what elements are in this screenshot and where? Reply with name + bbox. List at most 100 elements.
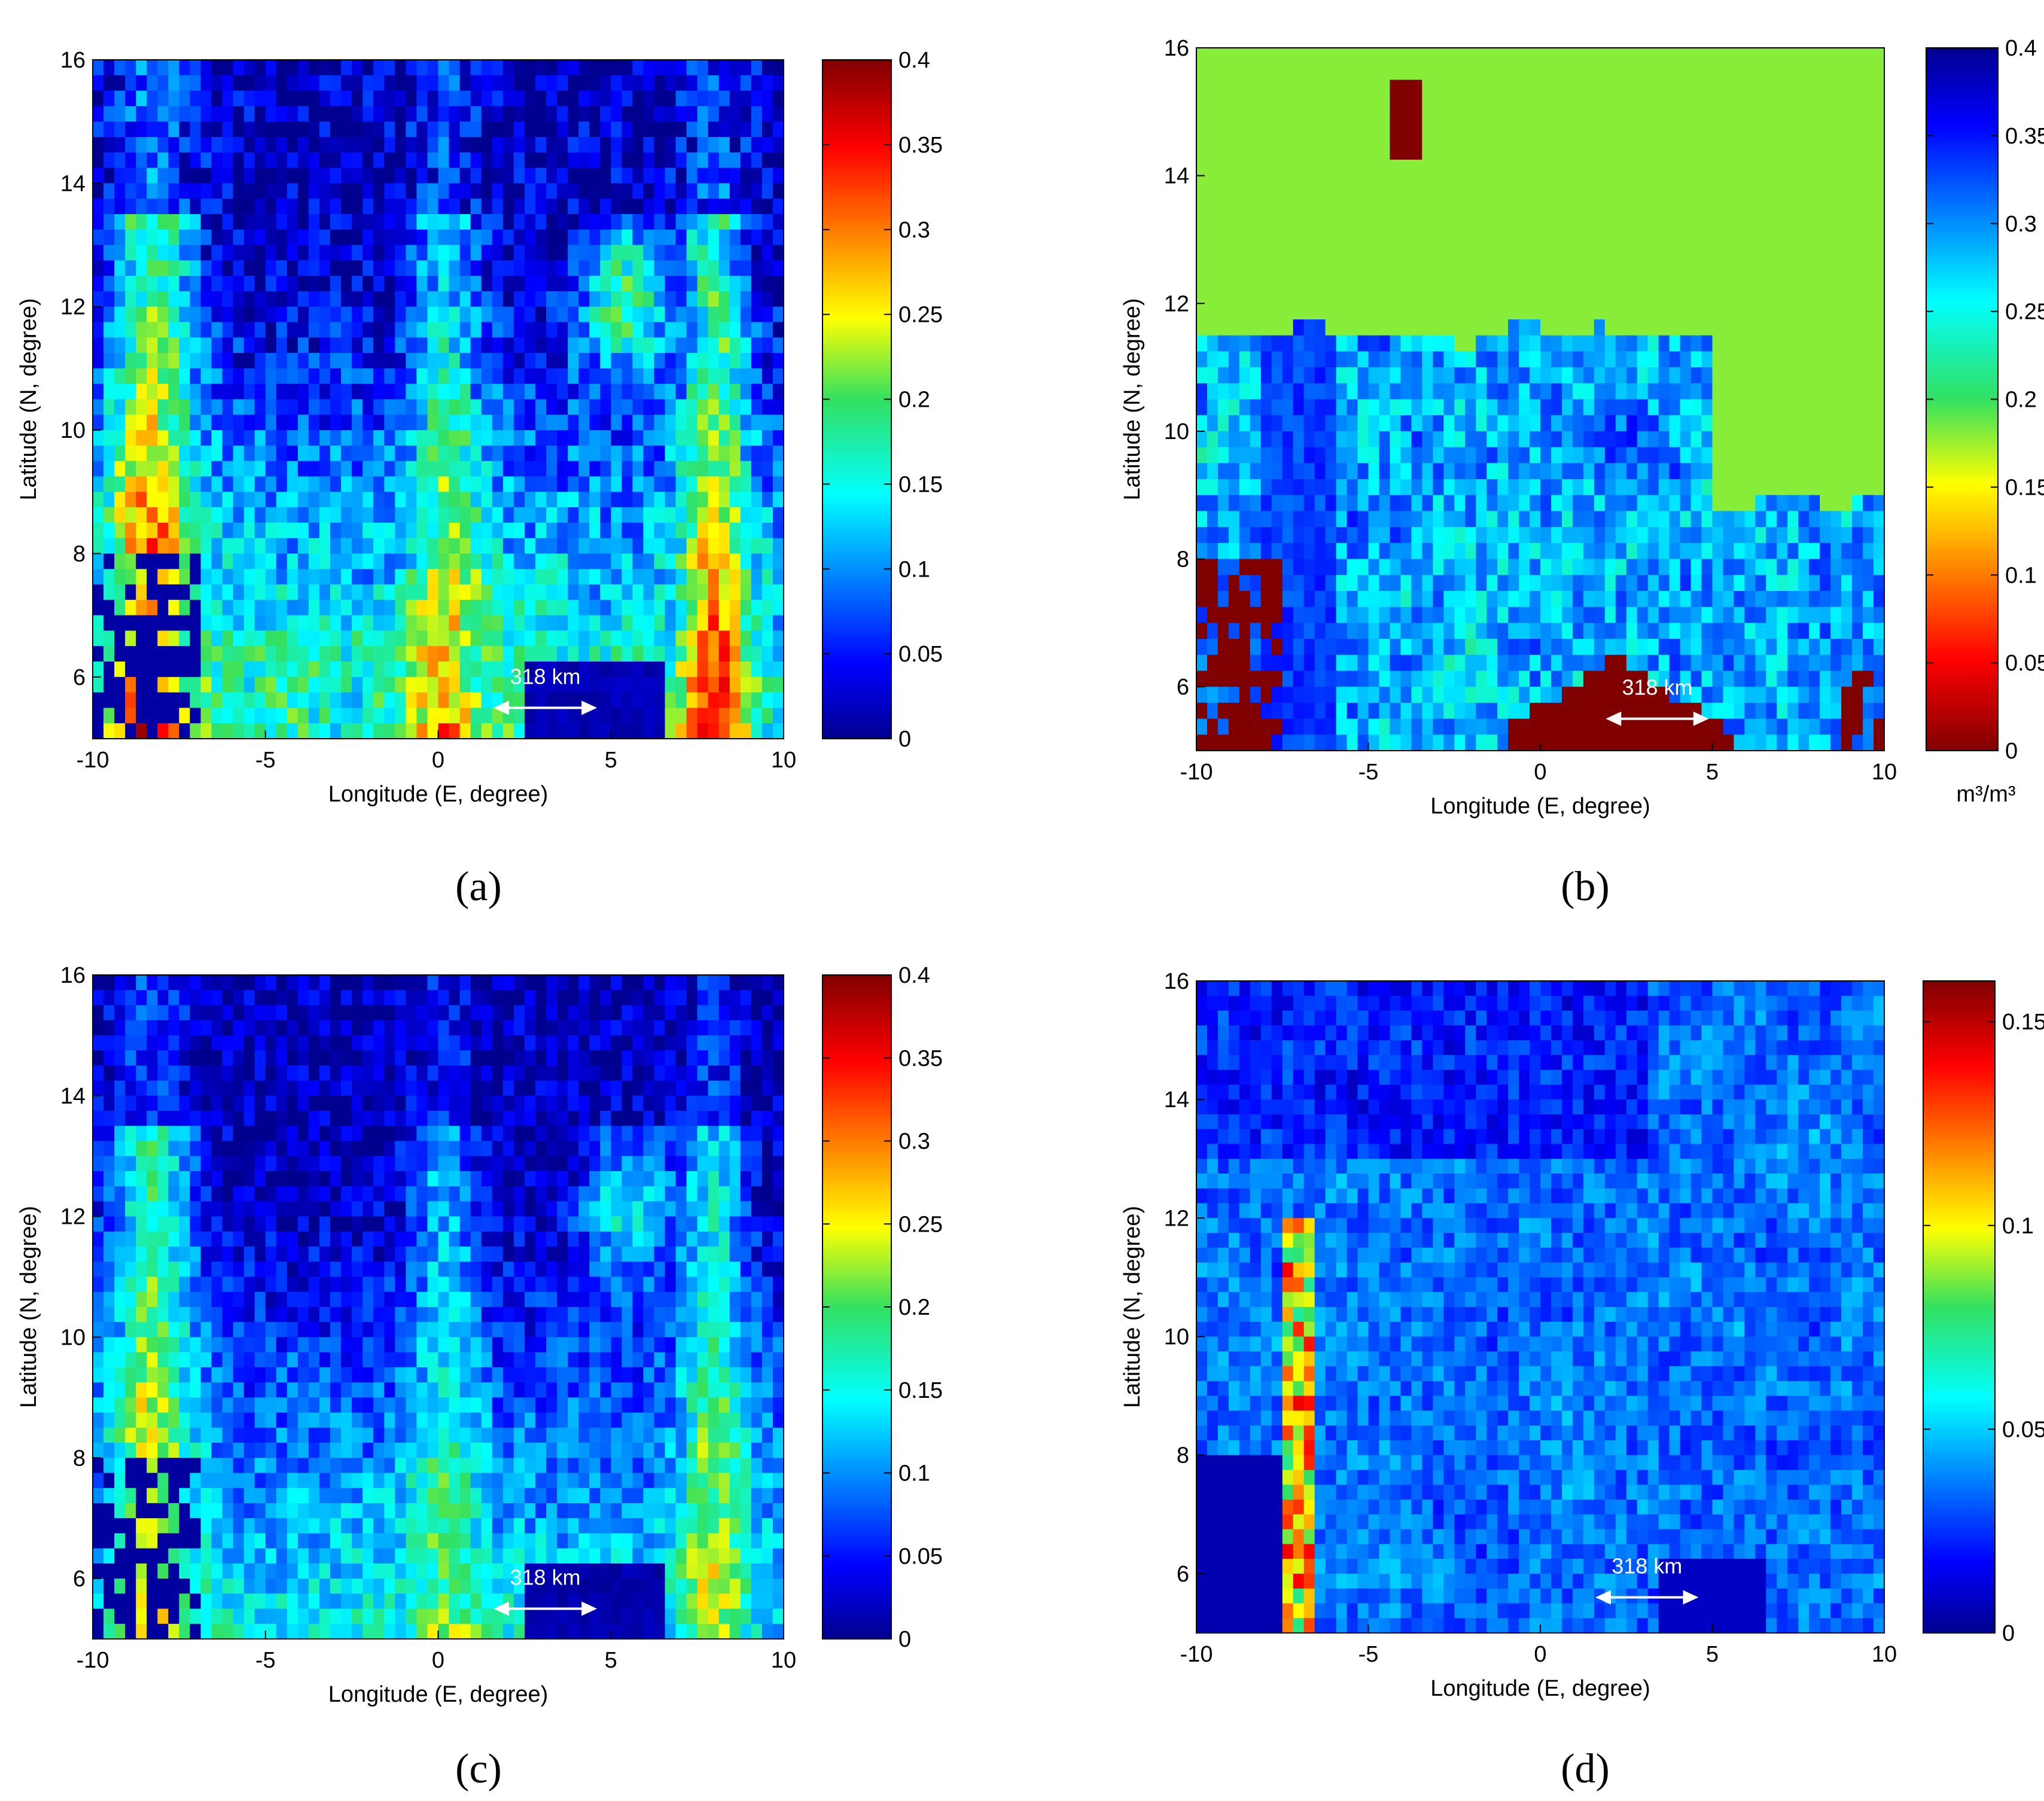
heatmap-cell: [643, 646, 654, 662]
heatmap-cell: [1669, 431, 1681, 448]
heatmap-cell: [341, 692, 352, 708]
heatmap-cell: [1583, 511, 1595, 528]
heatmap-cell: [557, 60, 568, 76]
heatmap-cell: [1411, 495, 1422, 511]
heatmap-cell: [1260, 319, 1272, 336]
heatmap-cell: [1271, 48, 1283, 65]
heatmap-cell: [1400, 48, 1412, 65]
heatmap-cell: [568, 245, 579, 261]
heatmap-cell: [1347, 159, 1358, 176]
heatmap-cell: [1658, 431, 1670, 448]
heatmap-cell: [1712, 415, 1724, 432]
heatmap-cell: [1260, 527, 1272, 544]
heatmap-cell: [114, 399, 126, 415]
heatmap-cell: [632, 383, 644, 400]
heatmap-cell: [1422, 431, 1433, 448]
heatmap-cell: [1314, 415, 1326, 432]
heatmap-cell: [718, 430, 730, 446]
heatmap-cell: [1508, 191, 1519, 208]
heatmap-cell: [654, 553, 665, 569]
heatmap-cell: [103, 507, 115, 523]
heatmap-cell: [1615, 111, 1627, 129]
heatmap-cell: [1874, 208, 1885, 224]
heatmap-cell: [686, 322, 698, 338]
heatmap-cell: [718, 615, 730, 631]
heatmap-cell: [1497, 319, 1509, 336]
heatmap-cell: [557, 415, 568, 431]
heatmap-cell: [1701, 96, 1713, 112]
heatmap-cell: [1530, 63, 1541, 80]
heatmap-cell: [233, 599, 245, 616]
heatmap-cell: [502, 291, 514, 307]
heatmap-cell: [1486, 111, 1498, 129]
heatmap-cell: [438, 383, 450, 400]
heatmap-cell: [1314, 127, 1326, 144]
heatmap-cell: [1196, 303, 1208, 320]
heatmap-cell: [1282, 144, 1294, 160]
heatmap-cell: [114, 199, 126, 215]
heatmap-cell: [1228, 159, 1240, 176]
heatmap-cell: [1282, 415, 1294, 432]
heatmap-cell: [287, 584, 298, 601]
heatmap-cell: [513, 538, 525, 554]
heatmap-cell: [729, 569, 741, 585]
heatmap-cell: [622, 415, 633, 431]
heatmap-cell: [578, 60, 590, 76]
heatmap-cell: [1433, 479, 1444, 496]
heatmap-cell: [427, 137, 439, 153]
heatmap-cell: [1465, 303, 1476, 320]
heatmap-cell: [438, 692, 450, 708]
heatmap-cell: [168, 291, 179, 307]
heatmap-cell: [352, 137, 363, 153]
heatmap-cell: [643, 199, 654, 215]
heatmap-cell: [168, 183, 179, 199]
heatmap-cell: [686, 676, 698, 693]
heatmap-cell: [200, 121, 212, 138]
heatmap-cell: [524, 106, 536, 122]
heatmap-cell: [330, 245, 342, 261]
heatmap-cell: [114, 538, 126, 554]
heatmap-cell: [1626, 495, 1638, 511]
heatmap-cell: [1207, 399, 1219, 416]
heatmap-cell: [1830, 383, 1842, 400]
heatmap-cell: [1787, 335, 1799, 352]
heatmap-cell: [1411, 63, 1422, 80]
heatmap-cell: [1572, 559, 1584, 575]
heatmap-cell: [1314, 255, 1326, 272]
heatmap-cell: [341, 60, 352, 76]
heatmap-cell: [416, 106, 428, 122]
heatmap-cell: [557, 708, 568, 724]
heatmap-cell: [1217, 431, 1229, 448]
heatmap-cell: [1820, 144, 1831, 160]
heatmap-cell: [1712, 495, 1724, 511]
heatmap-cell: [1508, 431, 1519, 448]
heatmap-cell: [492, 522, 504, 539]
heatmap-cell: [524, 322, 536, 338]
heatmap-cell: [1820, 543, 1831, 560]
heatmap-cell: [114, 353, 126, 369]
heatmap-cell: [718, 337, 730, 354]
heatmap-cell: [1486, 80, 1498, 96]
heatmap-cell: [557, 214, 568, 230]
heatmap-cell: [1260, 383, 1272, 400]
heatmap-cell: [352, 106, 363, 122]
heatmap-cell: [578, 461, 590, 477]
heatmap-cell: [686, 445, 698, 462]
heatmap-cell: [611, 646, 622, 662]
heatmap-cell: [363, 90, 374, 106]
heatmap-cell: [190, 106, 201, 122]
heatmap-cell: [513, 430, 525, 446]
heatmap-cell: [578, 75, 590, 92]
heatmap-cell: [524, 183, 536, 199]
heatmap-cell: [1712, 335, 1724, 352]
heatmap-cell: [341, 291, 352, 307]
heatmap-cell: [373, 646, 385, 662]
heatmap-cell: [1217, 239, 1229, 256]
heatmap-cell: [427, 260, 439, 276]
heatmap-cell: [341, 538, 352, 554]
heatmap-cell: [1863, 127, 1874, 144]
heatmap-cell: [243, 692, 255, 708]
heatmap-cell: [557, 106, 568, 122]
heatmap-cell: [697, 507, 709, 523]
heatmap-cell: [622, 723, 633, 739]
